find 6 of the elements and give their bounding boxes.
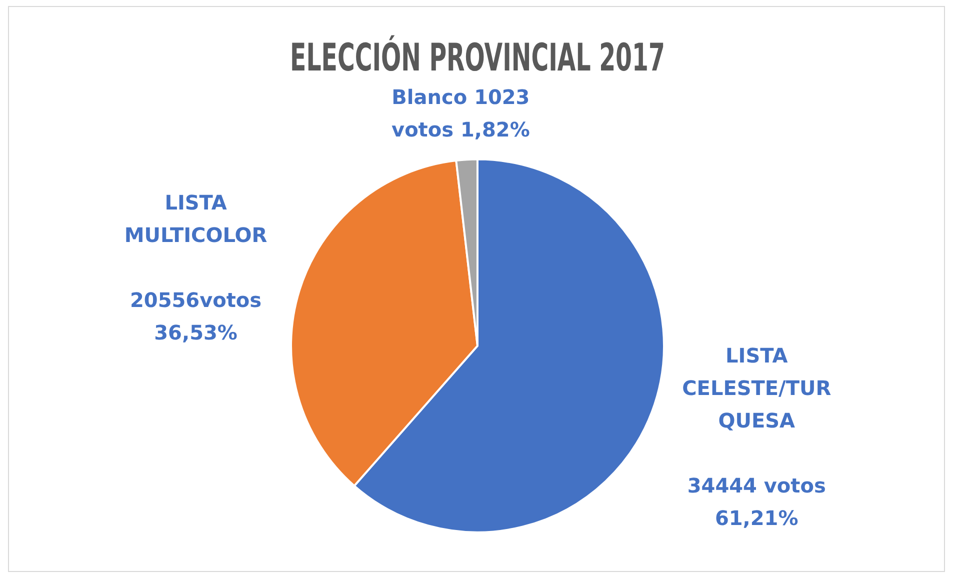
chart-title: ELECCIÓN PROVINCIAL 2017 — [290, 34, 665, 80]
data-label: 34444 votos 61,21% — [687, 474, 826, 530]
slice-label: Blanco 1023 votos 1,82% — [392, 85, 530, 142]
slice-label: LISTA CELESTE/TURQUESA — [682, 344, 832, 433]
data-label: 20556votos 36,53% — [130, 288, 262, 344]
slice-label: LISTA MULTICOLOR — [124, 190, 268, 247]
